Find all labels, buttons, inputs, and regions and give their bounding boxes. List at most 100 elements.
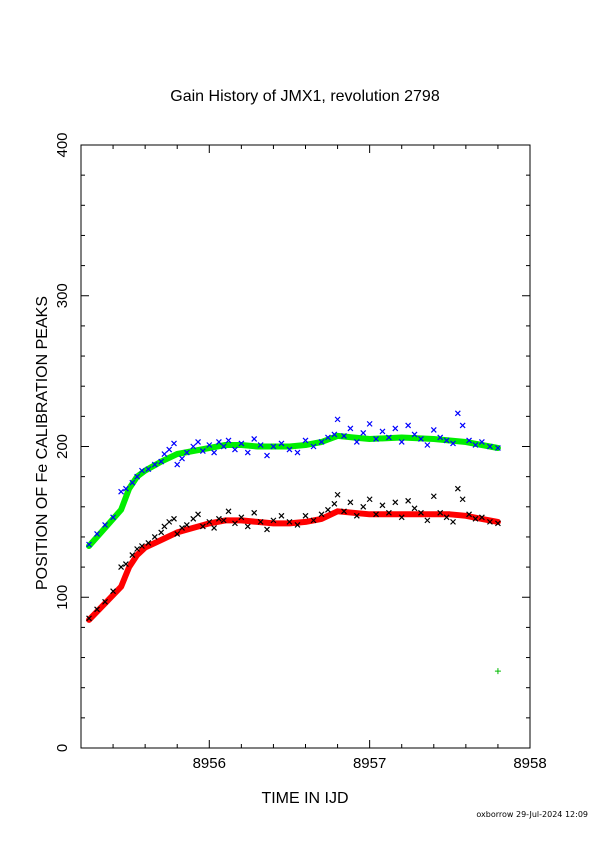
data-point	[385, 509, 392, 516]
data-point-stroke	[478, 514, 485, 521]
data-point	[244, 523, 251, 530]
data-point-stroke	[206, 518, 213, 525]
data-point-stroke	[179, 455, 185, 462]
data-point	[161, 451, 168, 457]
data-point-stroke	[145, 540, 152, 546]
data-point	[86, 615, 92, 622]
data-point	[347, 499, 354, 506]
data-point	[145, 466, 152, 473]
data-point	[134, 473, 141, 480]
data-point-stroke	[174, 531, 181, 537]
data-point	[244, 449, 251, 456]
data-point	[158, 458, 165, 465]
data-point	[232, 446, 238, 453]
data-point	[310, 443, 317, 450]
y-tick-label: 400	[54, 132, 71, 157]
data-point-stroke	[215, 439, 222, 445]
data-point	[264, 526, 270, 533]
data-point-stroke	[385, 434, 392, 441]
data-point	[430, 426, 437, 433]
data-point-stroke	[225, 437, 232, 444]
data-point-stroke	[264, 452, 270, 459]
data-point-stroke	[211, 524, 218, 531]
data-point-stroke	[459, 422, 466, 429]
data-point-stroke	[353, 512, 360, 519]
data-point-stroke	[190, 443, 197, 450]
data-point	[411, 505, 418, 512]
data-point-stroke	[366, 496, 373, 503]
data-point	[310, 517, 317, 524]
data-point	[392, 425, 399, 432]
data-point	[373, 511, 379, 518]
data-point-stroke	[129, 479, 136, 486]
footer-stamp: oxborrow 29-Jul-2024 12:09	[476, 810, 588, 819]
data-point	[199, 448, 206, 454]
data-point-stroke	[110, 588, 116, 595]
data-point-stroke	[215, 515, 222, 522]
data-point-stroke	[139, 467, 145, 474]
data-point	[122, 561, 129, 568]
data-point-stroke	[211, 449, 218, 456]
data-point	[286, 446, 293, 453]
data-point	[257, 442, 264, 448]
data-point-stroke	[385, 509, 392, 516]
data-point-stroke	[118, 488, 125, 495]
data-point-stroke	[238, 514, 245, 521]
x-tick-label: 8957	[353, 755, 386, 772]
data-point	[466, 437, 472, 444]
data-point-stroke	[257, 442, 264, 448]
data-point-stroke	[294, 521, 301, 528]
data-point-stroke	[134, 473, 141, 480]
data-point-stroke	[341, 433, 347, 439]
data-point	[366, 496, 373, 503]
data-point	[454, 485, 461, 492]
data-point-stroke	[334, 491, 341, 498]
data-point-stroke	[411, 505, 418, 512]
data-point	[379, 502, 386, 509]
data-point-stroke	[161, 523, 168, 530]
data-point-stroke	[360, 430, 367, 436]
data-point-stroke	[86, 541, 92, 548]
data-point-stroke	[294, 449, 301, 456]
data-point	[334, 416, 341, 423]
data-point	[206, 518, 213, 525]
data-point	[334, 491, 341, 498]
data-point-stroke	[379, 502, 386, 509]
data-point-stroke	[424, 442, 431, 448]
series-line	[86, 508, 501, 623]
data-point-stroke	[466, 511, 472, 518]
data-point-stroke	[158, 529, 165, 536]
data-point-stroke	[251, 436, 258, 442]
data-point-stroke	[278, 440, 285, 447]
data-point-stroke	[232, 446, 238, 453]
data-point	[430, 493, 437, 500]
data-point	[129, 552, 136, 558]
data-point-stroke	[122, 561, 129, 568]
data-point	[385, 434, 392, 441]
data-point-stroke	[325, 434, 331, 441]
data-point	[341, 508, 347, 515]
data-point	[118, 564, 125, 571]
data-point	[360, 503, 367, 510]
y-tick-label: 100	[54, 585, 71, 610]
data-point-stroke	[334, 416, 341, 423]
data-point-stroke	[102, 598, 108, 605]
data-point	[270, 443, 277, 450]
data-point-stroke	[430, 426, 437, 433]
data-point-stroke	[151, 461, 158, 468]
data-point-stroke	[450, 518, 456, 525]
data-point	[129, 479, 136, 486]
data-point-stroke	[418, 509, 424, 516]
data-point	[225, 508, 232, 515]
data-point	[195, 511, 201, 518]
data-point-stroke	[331, 431, 338, 438]
data-point-stroke	[302, 512, 309, 519]
data-point-stroke	[94, 531, 100, 537]
data-point	[331, 500, 338, 507]
data-point	[454, 410, 461, 417]
data-point-stroke	[151, 534, 158, 540]
data-point	[331, 431, 338, 438]
chart-title: Gain History of JMX1, revolution 2798	[170, 88, 440, 105]
data-point	[318, 439, 325, 445]
